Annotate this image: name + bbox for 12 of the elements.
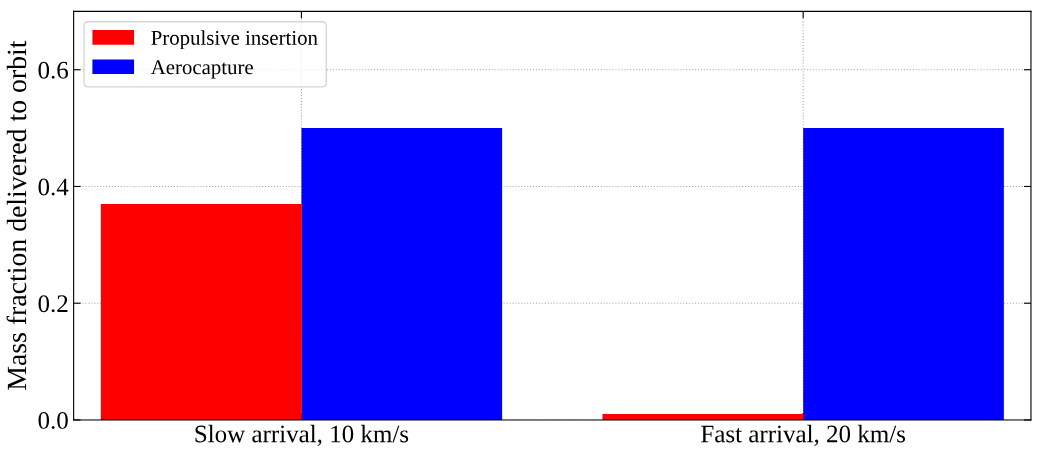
y-tick-label: 0.2 [38, 295, 68, 313]
x-tick-label: Fast arrival, 20 km/s [701, 424, 906, 446]
legend-label: Propulsive insertion [151, 30, 318, 50]
bar [803, 128, 1004, 420]
bar [100, 203, 302, 420]
y-tick-label: 0.0 [38, 412, 68, 429]
y-tick-label: 0.6 [38, 61, 69, 79]
legend-label: Aerocapture [150, 60, 253, 79]
bar [301, 128, 503, 420]
y-axis-title: Mass fraction delivered to orbit [6, 40, 27, 390]
y-tick-label: 0.4 [38, 178, 69, 196]
x-tick-label: Slow arrival, 10 km/s [195, 424, 409, 446]
